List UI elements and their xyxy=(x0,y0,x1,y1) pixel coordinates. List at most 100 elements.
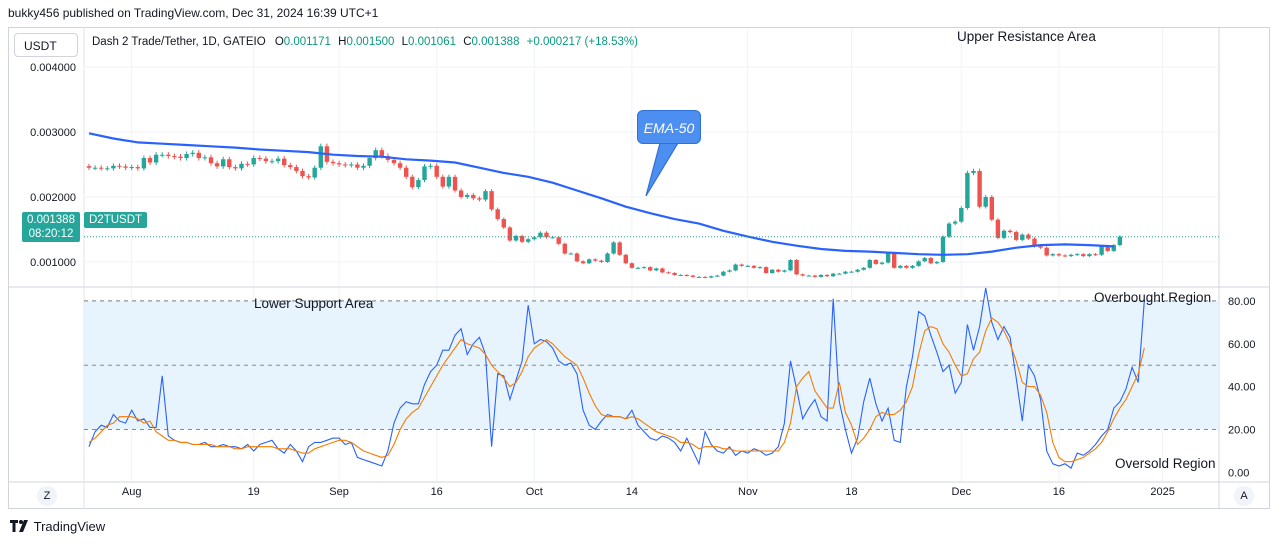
candle-body xyxy=(593,259,598,261)
upper-resistance-label: Upper Resistance Area xyxy=(957,29,1096,44)
candle-body xyxy=(605,253,610,262)
chart-frame xyxy=(8,27,1270,509)
x-tick-label: 18 xyxy=(845,486,857,498)
tradingview-brand-text: TradingView xyxy=(33,519,106,534)
candle-body xyxy=(617,242,622,255)
x-tick-label: 2025 xyxy=(1150,486,1174,498)
candle-body xyxy=(422,166,427,181)
rsi-tick-label: 40.00 xyxy=(1228,382,1256,394)
candle-body xyxy=(1081,254,1086,257)
x-tick-label: Aug xyxy=(122,486,142,498)
candle-body xyxy=(123,166,128,168)
candle-body xyxy=(812,275,818,277)
candle-body xyxy=(178,156,183,158)
open-label: O xyxy=(274,36,284,48)
rsi-signal-line xyxy=(88,317,1145,463)
overbought-label: Overbought Region xyxy=(1094,290,1212,305)
candle-body xyxy=(269,161,275,163)
candle-body xyxy=(239,163,244,169)
candle-body xyxy=(1026,234,1031,239)
close-value: 0.001388 xyxy=(471,36,520,48)
candle-body xyxy=(702,276,708,278)
low-value: 0.001061 xyxy=(408,36,456,48)
x-tick-label: 14 xyxy=(626,486,638,498)
candle-body xyxy=(965,172,970,209)
candle-body xyxy=(550,237,555,239)
candle-body xyxy=(1032,238,1037,247)
candle-body xyxy=(885,253,891,263)
candle-body xyxy=(745,265,750,267)
candle-body xyxy=(312,167,317,178)
rsi-tick-label: 0.00 xyxy=(1228,467,1249,479)
candle-body xyxy=(574,253,580,262)
candle-body xyxy=(190,152,195,155)
candle-body xyxy=(983,196,988,207)
candle-body xyxy=(867,260,872,268)
candle-body xyxy=(562,243,567,254)
published-header: bukky456 published on TradingView.com, D… xyxy=(8,6,379,20)
candle-body xyxy=(892,253,897,268)
rsi-tick-label: 20.00 xyxy=(1228,425,1256,437)
timezone-button[interactable]: Z xyxy=(37,486,57,506)
rsi-tick-label: 60.00 xyxy=(1228,339,1256,351)
candle-body xyxy=(1111,245,1116,251)
candle-body xyxy=(1038,246,1043,248)
candle-body xyxy=(898,265,903,268)
candle-body xyxy=(995,219,1001,238)
x-tick-label: 16 xyxy=(431,486,443,498)
candle-body xyxy=(117,165,122,167)
candle-body xyxy=(837,273,842,275)
candle-body xyxy=(739,264,744,266)
candle-body xyxy=(1068,254,1074,257)
candle-body xyxy=(709,276,714,278)
candle-body xyxy=(318,146,323,168)
candle-body xyxy=(196,152,201,158)
candle-body xyxy=(690,275,696,277)
candle-body xyxy=(141,157,147,169)
symbol-tag: D2TUSDT xyxy=(84,212,148,228)
candle-body xyxy=(306,176,311,178)
candle-body xyxy=(672,273,677,275)
candle-body xyxy=(977,170,982,207)
candle-body xyxy=(635,267,641,269)
candle-body xyxy=(910,265,915,268)
candle-body xyxy=(776,269,781,272)
candle-body xyxy=(1050,254,1055,256)
candle-body xyxy=(361,165,366,168)
candle-body xyxy=(1020,234,1025,240)
candle-body xyxy=(452,176,458,191)
candle-body xyxy=(660,268,665,273)
close-label: C xyxy=(463,36,472,48)
candle-body xyxy=(300,170,305,177)
lower-support-label: Lower Support Area xyxy=(254,296,374,311)
candle-body xyxy=(526,239,531,242)
candle-body xyxy=(1044,247,1049,256)
candle-body xyxy=(477,198,482,200)
candle-body xyxy=(678,274,683,276)
currency-selector-button[interactable]: USDT xyxy=(14,33,78,57)
candle-body xyxy=(916,261,921,266)
x-tick-label: 19 xyxy=(248,486,260,498)
candle-body xyxy=(92,167,98,169)
candle-body xyxy=(471,195,476,199)
candle-body xyxy=(428,165,433,167)
candle-body xyxy=(806,275,811,277)
candle-body xyxy=(282,158,287,166)
price-tick-label: 0.004000 xyxy=(30,62,76,74)
candle-body xyxy=(684,274,689,276)
candle-body xyxy=(922,258,927,262)
change-value: +0.000217 (+18.53%) xyxy=(526,36,638,48)
candle-body xyxy=(172,156,177,158)
auto-scale-button[interactable]: A xyxy=(1234,486,1254,506)
candle-body xyxy=(934,261,940,264)
candle-body xyxy=(153,154,159,163)
high-label: H xyxy=(338,36,347,48)
price-tick-label: 0.001000 xyxy=(30,257,76,269)
last-price-tag: 0.001388 08:20:12 xyxy=(22,212,80,242)
candle-body xyxy=(1007,230,1013,233)
bar-countdown: 08:20:12 xyxy=(28,228,74,240)
candle-body xyxy=(483,191,488,200)
candle-body xyxy=(251,157,256,165)
high-value: 0.001500 xyxy=(346,36,395,48)
